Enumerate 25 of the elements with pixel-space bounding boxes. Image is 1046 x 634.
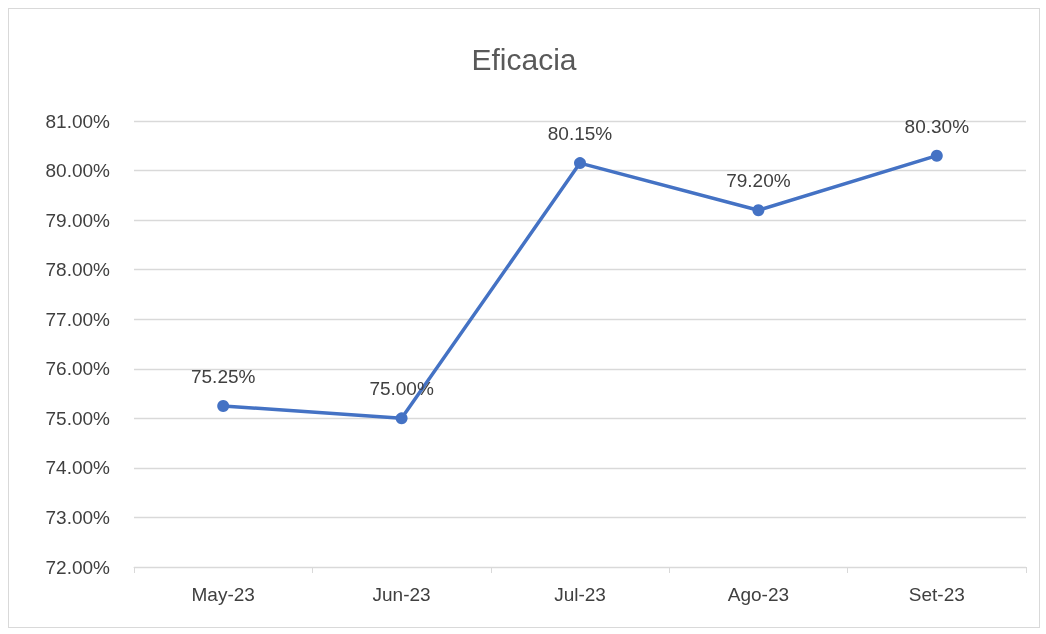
- x-tick-label: Jul-23: [554, 584, 606, 605]
- x-tick-label: May-23: [191, 584, 255, 605]
- data-label: 75.25%: [190, 365, 256, 387]
- x-tick-label: Jun-23: [372, 584, 431, 605]
- point: [574, 157, 586, 170]
- y-tick-label: 73.00%: [45, 506, 111, 528]
- y-tick-label: 76.00%: [45, 358, 111, 380]
- point: [217, 399, 230, 412]
- point: [752, 204, 765, 217]
- data-label: 80.15%: [547, 123, 613, 145]
- y-tick-label: 74.00%: [45, 457, 111, 479]
- point: [930, 149, 943, 162]
- y-tick-label: 78.00%: [45, 259, 111, 281]
- data-label: 79.20%: [726, 170, 791, 192]
- y-tick-label: 77.00%: [45, 308, 111, 330]
- data-label: 80.30%: [904, 115, 970, 137]
- y-tick-label: 75.00%: [45, 407, 111, 429]
- y-tick-label: 81.00%: [45, 110, 111, 132]
- y-tick-label: 80.00%: [45, 160, 111, 182]
- point: [395, 412, 408, 425]
- x-tick-label: Ago-23: [727, 584, 790, 605]
- y-tick-label: 79.00%: [45, 209, 111, 231]
- chart-title: Eficacia: [471, 42, 577, 76]
- y-tick-label: 72.00%: [45, 556, 111, 578]
- x-tick-label: Set-23: [908, 584, 965, 605]
